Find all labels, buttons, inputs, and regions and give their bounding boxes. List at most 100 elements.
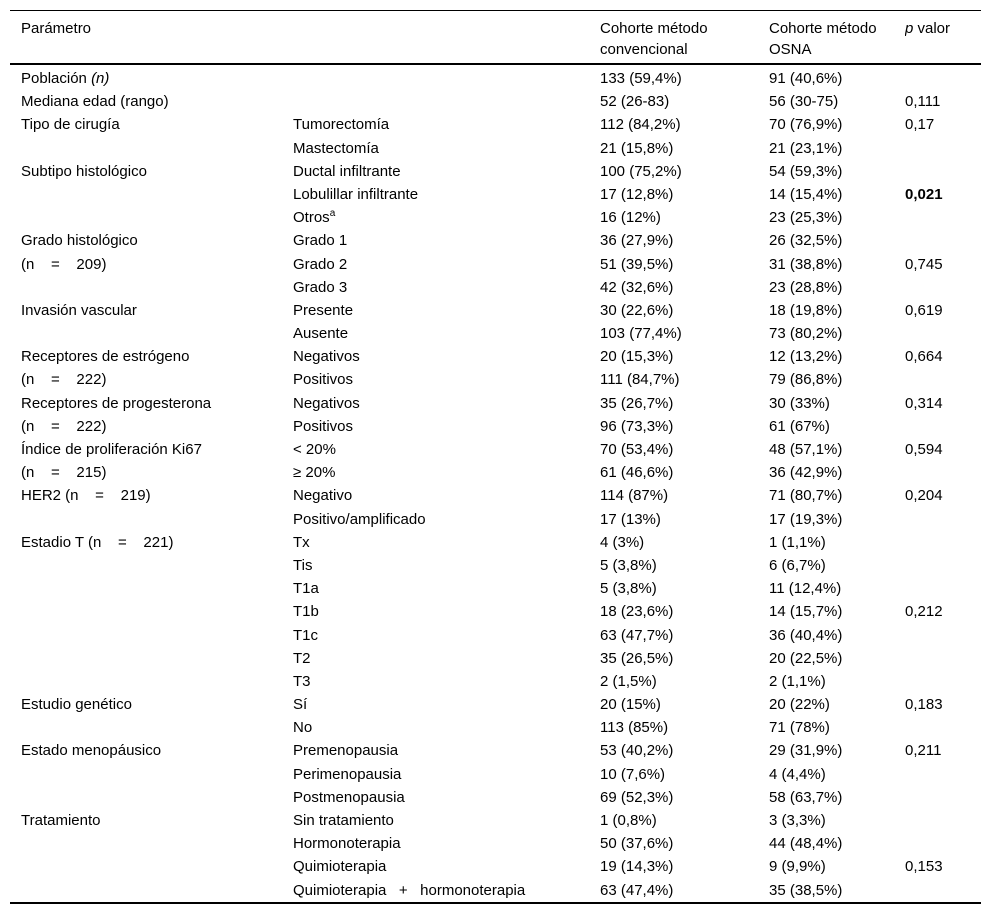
osna-value-cell: 1 (1,1%) <box>769 533 826 551</box>
osna-value-cell: 4 (4,4%) <box>769 765 826 783</box>
conventional-value-cell: 113 (85%) <box>600 719 669 737</box>
table-row: Estudio genético Sí 20 (15%) 20 (22%) 0,183 <box>10 693 981 716</box>
column-header-cohorte-convencional: Cohorte método convencional <box>600 10 769 65</box>
subcategory-cell: Negativos <box>293 348 360 366</box>
table-row: HER2 (n = 219) Negativo 114 (87%) 71 (80,7%… <box>10 484 981 507</box>
parameter-cell: HER2 (n = 219) <box>21 487 151 505</box>
parameter-cell: Subtipo histológico <box>21 162 147 180</box>
subcategory-cell: Grado 3 <box>293 278 348 296</box>
osna-value-cell: 12 (13,2%) <box>769 348 843 366</box>
conventional-value-cell: 20 (15%) <box>600 696 661 714</box>
table-row: Mastectomía 21 (15,8%) 21 (23,1%) <box>10 137 981 160</box>
parameter-cell: Estado menopáusico <box>21 742 162 760</box>
p-value-cell: 0,111 <box>905 93 941 111</box>
subcategory-cell: Tis <box>293 556 313 574</box>
parameter-cell: Estudio genético <box>21 696 132 714</box>
subcategory-cell: Ductal infiltrante <box>293 162 401 180</box>
osna-value-cell: 35 (38,5%) <box>769 881 843 899</box>
osna-value-cell: 18 (19,8%) <box>769 301 843 319</box>
table-row: Quimioterapia + hormonoterapia 63 (47,4%)… <box>10 879 981 903</box>
subcategory-cell: Lobulillar infiltrante <box>293 185 419 203</box>
p-value-cell <box>905 832 981 855</box>
osna-value-cell: 9 (9,9%) <box>769 858 826 876</box>
p-value-cell <box>905 415 981 438</box>
osna-value-cell: 79 (86,8%) <box>769 371 843 389</box>
conventional-value-cell: 133 (59,4%) <box>600 70 682 87</box>
parameter-cell <box>10 763 293 786</box>
table-row: (n = 222) Positivos 111 (84,7%) 79 (86,8%) <box>10 368 981 391</box>
table-row: Tipo de cirugía Tumorectomía 112 (84,2%) 70… <box>10 113 981 136</box>
table-row: (n = 215) ≥ 20% 61 (46,6%) 36 (42,9%) <box>10 461 981 484</box>
osna-value-cell: 23 (25,3%) <box>769 209 843 227</box>
parameter-cell <box>10 577 293 600</box>
table-row: Invasión vascular Presente 30 (22,6%) 18 (1… <box>10 299 981 322</box>
table-row: Receptores de estrógeno Negativos 20 (15,3… <box>10 345 981 368</box>
subcategory-cell: T3 <box>293 672 311 690</box>
table-row: Estado menopáusico Premenopausia 53 (40,2%… <box>10 739 981 762</box>
p-value-cell: 0,745 <box>905 255 943 273</box>
osna-value-cell: 2 (1,1%) <box>769 672 826 690</box>
subcategory-cell: T1a <box>293 580 319 598</box>
osna-value-cell: 36 (40,4%) <box>769 626 843 644</box>
subcategory-cell: Positivos <box>293 371 354 389</box>
conventional-value-cell: 50 (37,6%) <box>600 835 674 853</box>
table-row: Población (n) 133 (59,4%) 91 (40,6%) <box>10 64 981 90</box>
subcategory-cell: ≥ 20% <box>293 464 336 482</box>
subcategory-cell: Hormonoterapia <box>293 835 401 853</box>
osna-value-cell: 70 (76,9%) <box>769 116 843 134</box>
parameter-cell: (n = 222) <box>21 371 107 389</box>
parameter-cell <box>10 508 293 531</box>
conventional-value-cell: 111 (84,7%) <box>600 371 680 389</box>
parameter-cell <box>10 322 293 345</box>
p-value-cell <box>905 368 981 391</box>
parameter-cell: Grado histológico <box>21 232 138 250</box>
parameter-cell: (n = 215) <box>21 464 107 482</box>
conventional-value-cell: 36 (27,9%) <box>600 232 674 250</box>
conventional-value-cell: 1 (0,8%) <box>600 812 657 829</box>
parameter-cell <box>10 855 293 878</box>
subcategory-cell: T1b <box>293 603 319 621</box>
table-row: T1c 63 (47,7%) 36 (40,4%) <box>10 624 981 647</box>
p-value-cell <box>905 64 981 90</box>
osna-value-cell: 29 (31,9%) <box>769 742 843 760</box>
column-header-spacer <box>293 10 600 65</box>
osna-value-cell: 14 (15,7%) <box>769 603 843 621</box>
parameter-cell <box>10 786 293 809</box>
p-value-cell: 0,619 <box>905 301 943 319</box>
table-row: Postmenopausia 69 (52,3%) 58 (63,7%) <box>10 786 981 809</box>
parameter-cell: (n = 209) <box>21 255 107 273</box>
parameter-cell <box>10 832 293 855</box>
subcategory-cell <box>293 90 600 113</box>
osna-value-cell: 14 (15,4%) <box>769 185 843 203</box>
osna-value-cell: 44 (48,4%) <box>769 835 843 853</box>
conventional-value-cell: 53 (40,2%) <box>600 742 674 760</box>
table-row: T3 2 (1,5%) 2 (1,1%) <box>10 670 981 693</box>
osna-value-cell: 48 (57,1%) <box>769 441 843 458</box>
table-row: T1a 5 (3,8%) 11 (12,4%) <box>10 577 981 600</box>
table-row: Perimenopausia 10 (7,6%) 4 (4,4%) <box>10 763 981 786</box>
p-valor-rest: valor <box>913 20 951 37</box>
parameter-cell: Población (n) <box>21 70 110 87</box>
osna-value-cell: 23 (28,8%) <box>769 278 843 296</box>
osna-value-cell: 54 (59,3%) <box>769 162 843 180</box>
conventional-value-cell: 4 (3%) <box>600 533 645 551</box>
osna-value-cell: 36 (42,9%) <box>769 464 843 482</box>
subcategory-cell: T1c <box>293 626 319 644</box>
table-body: Población (n) 133 (59,4%) 91 (40,6%) Median… <box>10 64 981 903</box>
conventional-value-cell: 35 (26,7%) <box>600 394 674 412</box>
subcategory-cell: Perimenopausia <box>293 765 402 783</box>
osna-value-cell: 73 (80,2%) <box>769 325 843 343</box>
conventional-value-cell: 16 (12%) <box>600 209 661 227</box>
subcategory-cell: Mastectomía <box>293 139 379 157</box>
parameter-cell <box>10 206 293 229</box>
p-value-cell: 0,212 <box>905 603 943 621</box>
footnote-marker: a <box>329 208 336 220</box>
conventional-value-cell: 2 (1,5%) <box>600 672 657 690</box>
p-value-cell <box>905 554 981 577</box>
subcategory-cell: Tx <box>293 533 310 551</box>
subcategory-cell: Presente <box>293 301 354 319</box>
subcategory-cell: T2 <box>293 649 311 667</box>
osna-value-cell: 71 (80,7%) <box>769 487 843 505</box>
parameter-cell: Estadio T (n = 221) <box>21 533 174 551</box>
